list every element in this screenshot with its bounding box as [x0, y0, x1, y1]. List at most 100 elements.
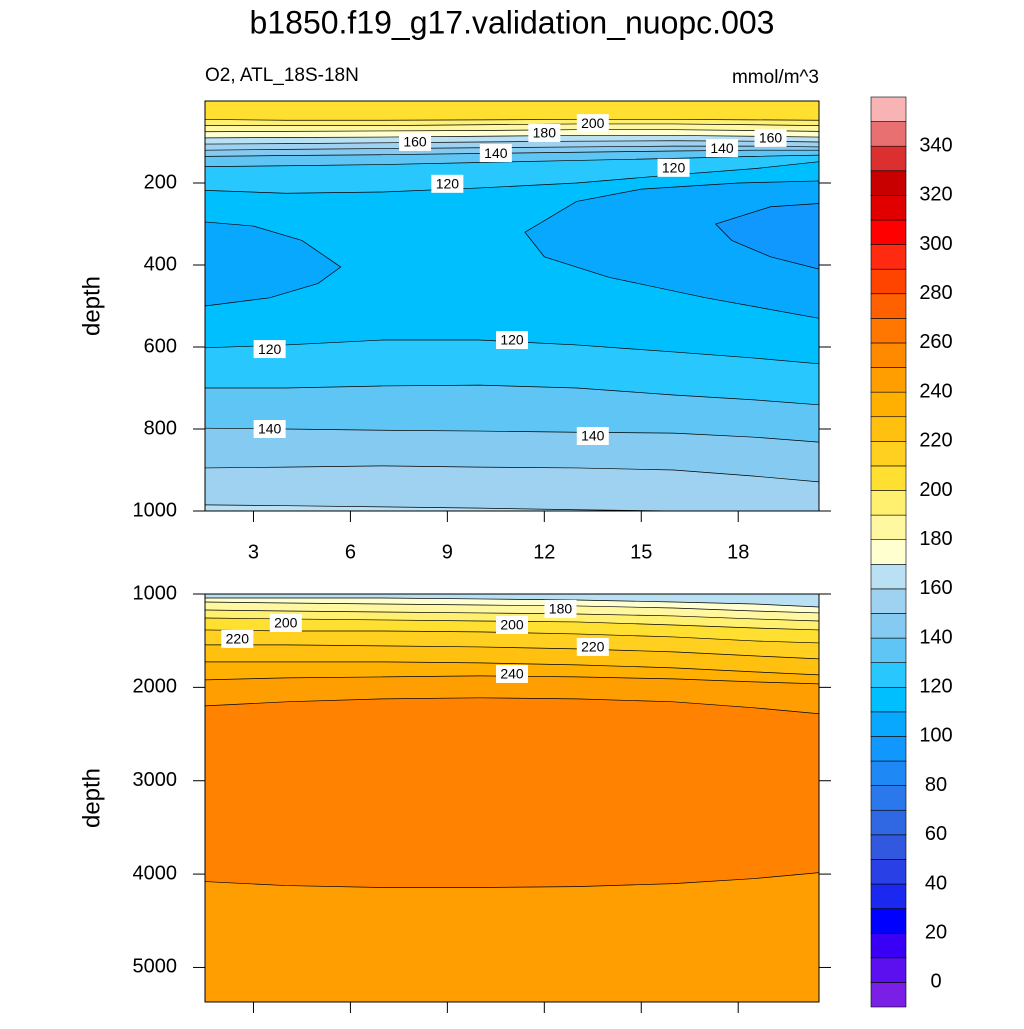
colorbar-box [870, 318, 907, 344]
plot-frame [204, 100, 820, 512]
contour-label: 200 [274, 615, 298, 631]
contour-label: 140 [484, 145, 508, 161]
contour-label-box [221, 629, 254, 648]
y-axis-label: depth [78, 276, 105, 336]
colorbar-box [870, 662, 907, 688]
colorbar-box [870, 465, 907, 491]
contour-label: 180 [549, 601, 573, 617]
contour-label-box [399, 133, 432, 151]
contour-line [205, 597, 819, 608]
colorbar-label: 80 [925, 774, 947, 796]
y-tick-label: 1000 [133, 582, 178, 604]
contour-line [205, 135, 819, 139]
contour-line [205, 617, 819, 631]
contour-label-box [706, 139, 739, 158]
colorbar-box [870, 588, 907, 614]
contour-band [205, 504, 819, 511]
colorbar-box [870, 219, 907, 245]
contour-line [205, 123, 819, 126]
contour-line [205, 140, 819, 145]
contour-label: 180 [533, 125, 557, 141]
right-string: mmol/m^3 [732, 67, 819, 88]
contour-label-box [431, 174, 464, 193]
colorbar-box [870, 932, 907, 959]
contour-label: 160 [403, 134, 427, 150]
y-tick-label: 1000 [133, 499, 178, 521]
colorbar-box [870, 736, 907, 762]
contour-label: 200 [581, 115, 605, 131]
title: b1850.f19_g17.validation_nuopc.003 [250, 4, 775, 40]
colorbar-box [870, 514, 907, 541]
contour-label: 140 [710, 140, 734, 156]
colorbar-box [870, 342, 907, 368]
contour-band [205, 872, 819, 1002]
contour-line [205, 675, 819, 685]
colorbar-box [870, 834, 907, 860]
contour-line [205, 119, 819, 121]
contour-label-box [576, 426, 609, 445]
colorbar-box [870, 195, 907, 221]
contour-line [205, 601, 819, 614]
colorbar-box [870, 809, 907, 836]
contour-label-box [496, 664, 528, 683]
colorbar-box [870, 883, 907, 909]
plot-frame [204, 593, 820, 1003]
contour-label-box [576, 637, 609, 656]
colorbar-box [870, 908, 907, 934]
colorbar-label: 200 [919, 479, 952, 501]
colorbar-label: 180 [919, 528, 952, 550]
colorbar-label: 160 [919, 577, 952, 599]
colorbar-label: 60 [925, 823, 947, 845]
x-tick-label: 12 [533, 541, 555, 563]
colorbar-box [870, 490, 907, 516]
colorbar-box [870, 785, 907, 811]
contour-line [205, 154, 819, 167]
colorbar-label: 140 [919, 626, 952, 648]
colorbar-box [870, 539, 907, 565]
y-tick-label: 600 [144, 335, 177, 357]
y-tick-label: 400 [144, 253, 177, 275]
colorbar-box [870, 367, 907, 393]
colorbar-box [870, 711, 907, 737]
colorbar-box [870, 268, 907, 295]
contour-label-box [253, 420, 286, 438]
x-tick-label: 6 [345, 541, 356, 563]
contour-label-box [657, 158, 690, 177]
contour-label-box [528, 123, 561, 142]
contour-label: 220 [581, 639, 605, 655]
contour-label-box [496, 331, 528, 350]
colorbar-box [870, 982, 907, 1008]
contour-label: 120 [662, 160, 686, 176]
colorbar-label: 340 [919, 134, 952, 156]
contour-label-box [544, 599, 577, 618]
contour-band [205, 465, 819, 511]
colorbar-box [870, 293, 907, 319]
contour-line [205, 609, 819, 622]
colorbar-label: 240 [919, 380, 952, 402]
plot-area: 160 140 180 200 120 140 160 120 120 120 140 140 [205, 101, 819, 511]
contour-line [205, 145, 819, 151]
colorbar-label: 280 [919, 282, 952, 304]
contour-label-box [479, 144, 512, 163]
colorbar-label: 100 [919, 725, 952, 747]
contour-label: 120 [500, 332, 524, 348]
y-tick-label: 3000 [133, 769, 178, 791]
contour-line [205, 644, 819, 660]
colorbar-box [870, 760, 907, 786]
contour-label: 120 [258, 341, 282, 357]
colorbar-box [870, 145, 907, 172]
contour-label-box [253, 340, 286, 359]
colorbar-label: 120 [919, 676, 952, 698]
colorbar-label: 300 [919, 233, 952, 255]
colorbar-box [870, 686, 907, 713]
contour-line [205, 161, 819, 194]
contour-label-box [754, 128, 787, 147]
contour-label: 160 [759, 130, 783, 146]
colorbar-box [870, 859, 907, 885]
x-tick-label: 15 [630, 541, 652, 563]
contour-line [205, 661, 819, 676]
contour-line [205, 465, 819, 483]
contour-label-box [269, 613, 302, 632]
colorbar-box [870, 391, 907, 418]
